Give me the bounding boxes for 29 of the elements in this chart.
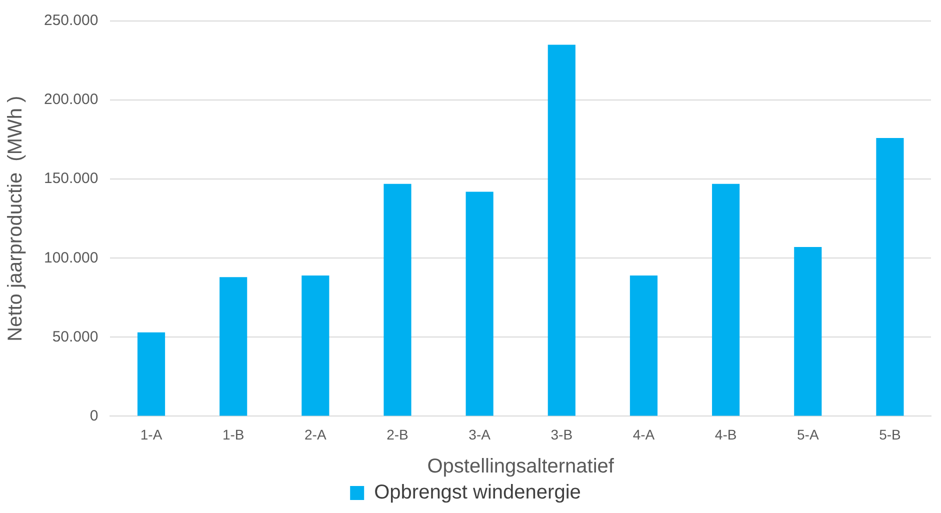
x-tick-label: 3-A (468, 426, 492, 442)
bar (137, 332, 166, 416)
x-tick-label: 4-B (714, 426, 737, 442)
x-axis-title: Opstellingsalternatief (427, 456, 614, 478)
x-tick-label: 5-A (796, 426, 820, 442)
y-tick-label: 250.000 (44, 12, 98, 30)
bar (302, 276, 330, 416)
x-tick-label: 5-B (879, 426, 901, 442)
bar (220, 277, 248, 416)
legend-label: Opbrengst windenergie (374, 482, 581, 504)
x-tick-label: 2-A (304, 426, 327, 442)
y-tick-label: 50.000 (52, 328, 98, 346)
bar (466, 192, 494, 416)
x-tick-label: 4-A (632, 426, 656, 442)
x-tick-label: 1-B (222, 426, 244, 442)
bar (630, 276, 658, 416)
x-tick-label: 3-B (550, 426, 573, 442)
y-tick-label: 100.000 (44, 249, 98, 266)
y-tick-label: 0 (90, 407, 98, 424)
y-axis-title: Netto jaarproductie (MWh ) (4, 96, 27, 342)
bar (876, 138, 904, 416)
y-tick-label: 200.000 (44, 91, 98, 108)
x-tick-label: 2-B (386, 426, 408, 442)
bar (548, 44, 576, 416)
bar (794, 247, 822, 416)
x-tick-label: 1-A (140, 426, 163, 442)
y-tick-label: 150.000 (44, 170, 98, 188)
bar (384, 184, 412, 416)
bar (712, 184, 740, 416)
